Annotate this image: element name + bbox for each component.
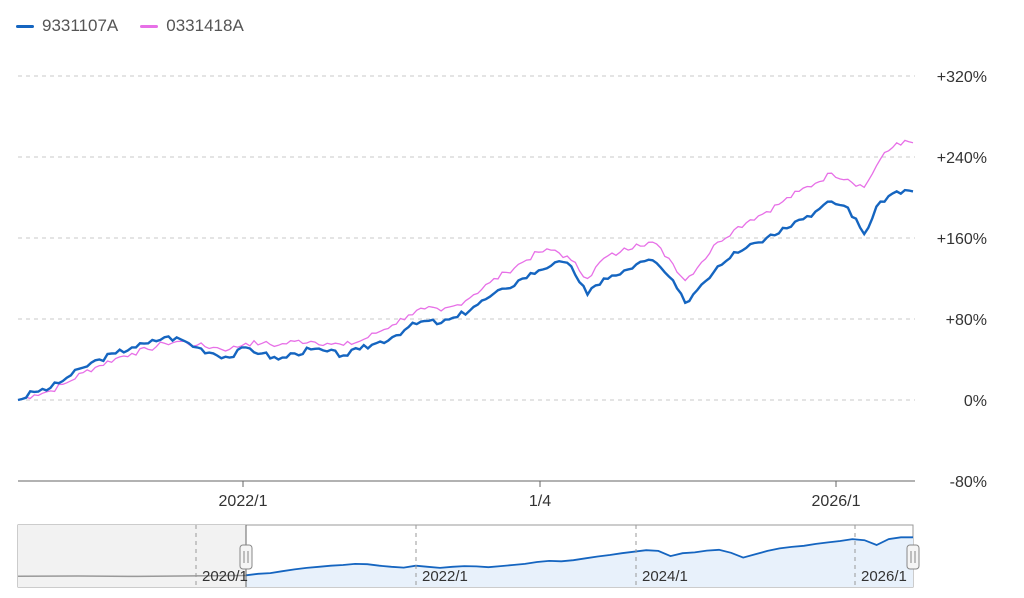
legend: 9331107A 0331418A: [16, 14, 244, 38]
legend-item-series-1[interactable]: 9331107A: [16, 16, 118, 36]
navigator-tick-label: 2020/1: [202, 568, 248, 585]
navigator-tick-label: 2024/1: [642, 568, 688, 585]
series-line-0331418A: [17, 139, 914, 401]
series-line-9331107A: [17, 188, 914, 402]
navigator-area: [246, 537, 913, 587]
legend-label: 0331418A: [166, 16, 244, 35]
legend-swatch-icon: [140, 24, 159, 28]
y-tick-label: 0%: [964, 393, 987, 410]
navigator-line: [245, 536, 913, 577]
navigator-tick-label: 2026/1: [861, 568, 907, 585]
y-tick-label: +80%: [946, 312, 987, 329]
navigator-tick-label: 2022/1: [422, 568, 468, 585]
legend-label: 9331107A: [42, 16, 119, 35]
y-tick-label: +240%: [937, 150, 987, 167]
x-tick-label: 2026/1: [812, 493, 861, 510]
navigator-left-handle[interactable]: [239, 544, 253, 570]
y-tick-label: +320%: [937, 69, 987, 86]
x-tick-label: 2022/1: [219, 493, 268, 510]
x-tick-label: 1/4: [529, 493, 551, 510]
y-tick-label: -80%: [950, 474, 987, 491]
legend-item-series-2[interactable]: 0331418A: [140, 16, 244, 36]
y-tick-label: +160%: [937, 231, 987, 248]
legend-swatch-icon: [16, 24, 34, 28]
navigator-history-line: [17, 574, 247, 578]
navigator-right-handle[interactable]: [906, 544, 920, 570]
